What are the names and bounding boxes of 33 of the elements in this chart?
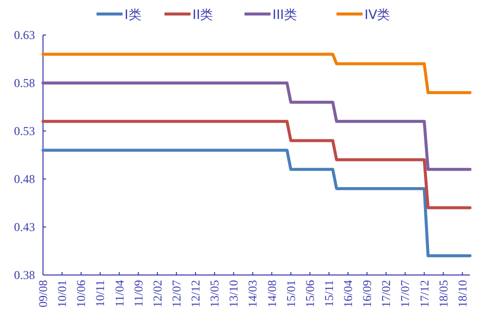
x-tick-label: 11/04 <box>112 280 126 307</box>
y-tick-label: 0.38 <box>14 268 35 282</box>
x-tick-label: 16/04 <box>341 280 355 308</box>
x-tick-label: 11/09 <box>131 280 146 307</box>
x-tick-label: 15/06 <box>302 280 317 308</box>
legend-label: II类 <box>192 8 214 23</box>
x-tick-label: 14/08 <box>264 280 279 308</box>
x-tick-label: 18/05 <box>436 280 450 308</box>
y-tick-label: 0.48 <box>14 172 35 186</box>
legend-label: IV类 <box>364 8 390 23</box>
x-tick-label: 12/12 <box>188 280 202 308</box>
x-tick-label: 15/01 <box>284 280 298 308</box>
x-tick-label: 12/07 <box>169 280 184 308</box>
y-tick-label: 0.43 <box>14 220 35 234</box>
x-tick-label: 14/03 <box>246 280 260 308</box>
x-tick-label: 18/10 <box>455 280 470 308</box>
x-tick-label: 17/02 <box>379 280 394 308</box>
y-tick-label: 0.63 <box>14 28 35 42</box>
x-tick-label: 17/12 <box>417 280 432 308</box>
x-tick-label: 15/11 <box>322 280 336 307</box>
x-tick-label: 13/05 <box>208 280 222 308</box>
legend-label: III类 <box>272 8 298 23</box>
legend-label: I类 <box>124 8 142 23</box>
x-tick-label: 10/06 <box>74 280 88 308</box>
x-tick-label: 12/02 <box>150 280 164 308</box>
x-tick-label: 17/07 <box>398 280 412 308</box>
x-tick-label: 10/01 <box>55 280 70 308</box>
x-tick-label: 10/11 <box>93 280 108 307</box>
y-tick-label: 0.53 <box>14 124 35 138</box>
x-tick-label: 13/10 <box>226 280 241 308</box>
x-tick-label: 16/09 <box>360 280 374 308</box>
x-tick-label: 09/08 <box>36 280 50 308</box>
y-tick-label: 0.58 <box>14 76 35 90</box>
